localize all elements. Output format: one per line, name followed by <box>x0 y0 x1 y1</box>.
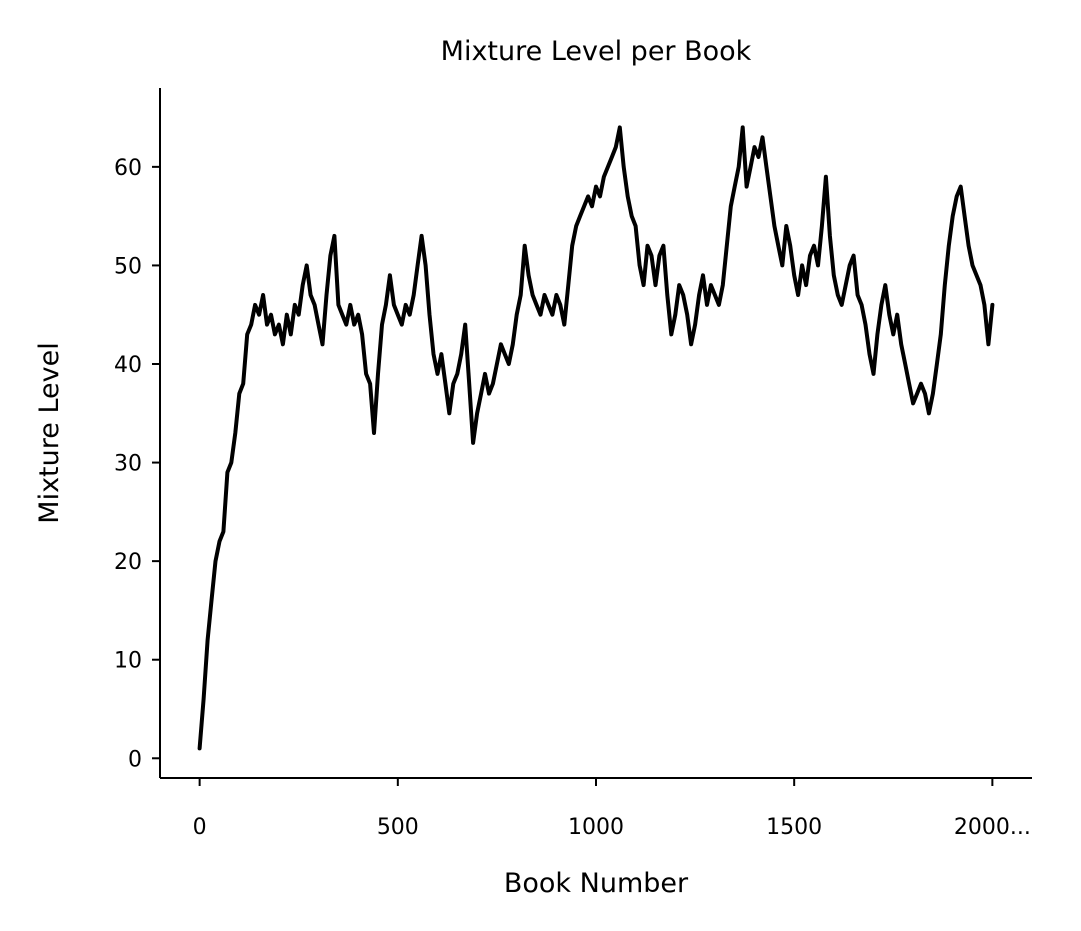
x-tick-label: 2000... <box>954 815 1031 840</box>
y-tick-label: 10 <box>114 649 142 674</box>
x-ticks: 0 500 1000 1500 2000... <box>193 778 1031 840</box>
y-ticks: 0 10 20 30 40 50 60 <box>114 156 160 772</box>
x-axis-label: Book Number <box>504 868 689 899</box>
mixture-level-line <box>197 125 995 751</box>
x-tick-label: 1000 <box>568 815 624 840</box>
y-tick-label: 30 <box>114 452 142 477</box>
x-tick-label: 500 <box>377 815 419 840</box>
y-tick-label: 50 <box>114 254 142 279</box>
x-tick-label: 1500 <box>766 815 822 840</box>
x-tick-label: 0 <box>193 815 207 840</box>
y-tick-label: 40 <box>114 353 142 378</box>
chart-title: Mixture Level per Book <box>441 36 752 67</box>
y-tick-label: 20 <box>114 550 142 575</box>
y-tick-label: 0 <box>128 747 142 772</box>
y-axis-label: Mixture Level <box>34 342 65 523</box>
y-tick-label: 60 <box>114 156 142 181</box>
